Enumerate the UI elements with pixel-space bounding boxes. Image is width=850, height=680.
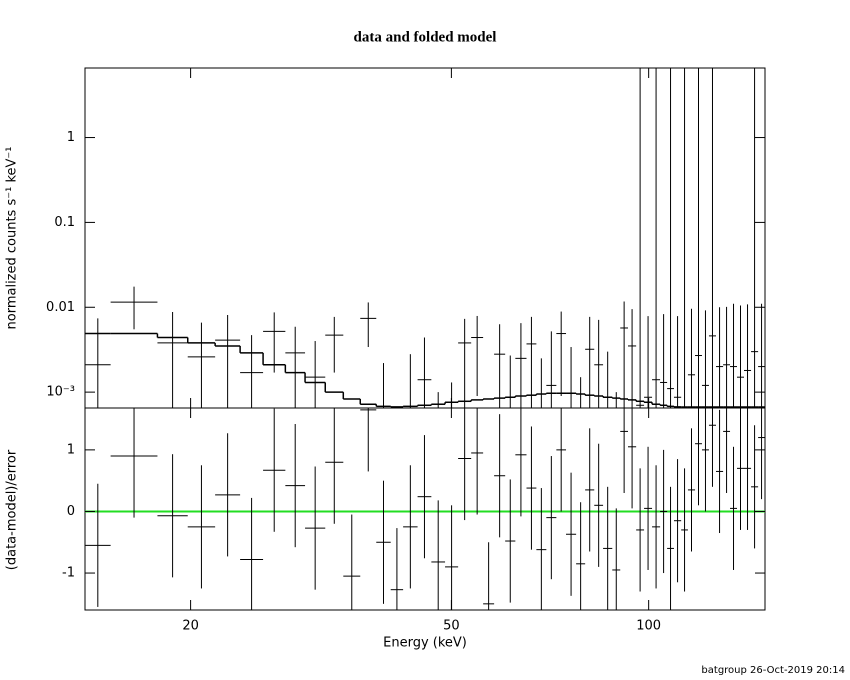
plot-frame xyxy=(84,407,766,611)
y-tick-label: 1 xyxy=(67,130,75,145)
axes: 10⁻³ 0.01 0.1 1 20 50 100 -1 0 1 xyxy=(46,68,765,634)
bottom-panel xyxy=(85,408,765,610)
y-tick-label: 0.01 xyxy=(46,300,75,315)
plot-frame xyxy=(84,67,766,409)
y-tick-label: 0 xyxy=(67,504,75,519)
y-axis-label: normalized counts s⁻¹ keV⁻¹ xyxy=(5,147,20,330)
footer: batgroup 26-Oct-2019 20:14 xyxy=(701,665,845,676)
x-axis-label: Energy (keV) xyxy=(383,636,467,651)
y-tick-label: 1 xyxy=(67,442,75,457)
top-panel xyxy=(85,68,765,408)
x-tick-label: 50 xyxy=(443,619,460,634)
y-axis-label: (data-model)/error xyxy=(5,449,20,570)
chart-title: data and folded model xyxy=(354,29,497,45)
y-tick-label: 10⁻³ xyxy=(46,385,75,400)
x-tick-label: 100 xyxy=(636,619,661,634)
y-tick-label: -1 xyxy=(62,566,75,581)
y-tick-label: 0.1 xyxy=(54,215,75,230)
x-tick-label: 20 xyxy=(182,619,199,634)
